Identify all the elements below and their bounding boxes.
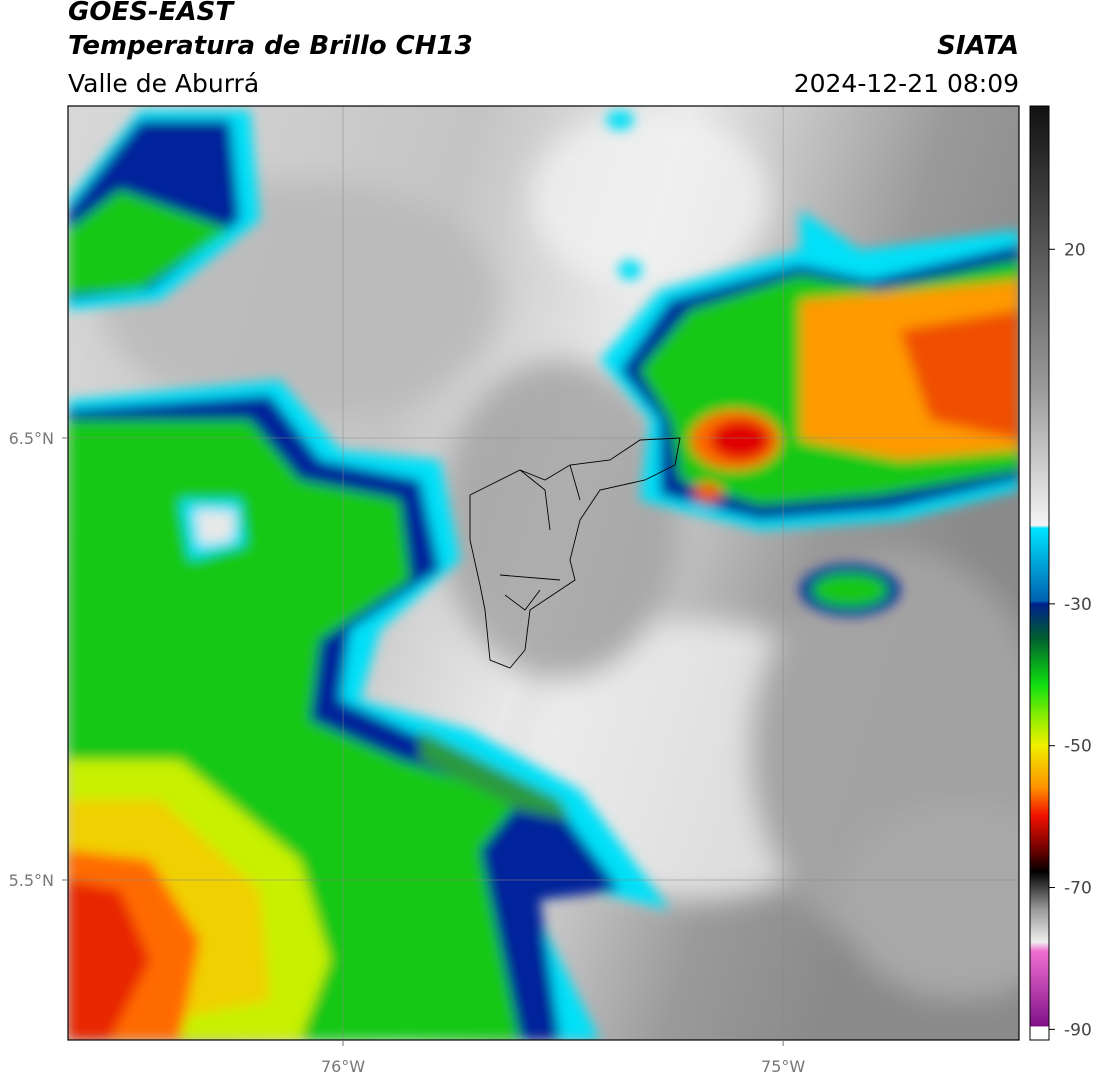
map-frame [67, 105, 1020, 1041]
datetime: 2024-12-21 08:09 [794, 69, 1019, 98]
colorbar [1029, 105, 1050, 1041]
source: SIATA [937, 31, 1019, 61]
subtitle: Temperatura de Brillo CH13 [68, 31, 473, 61]
x-tick-label: 75°W [761, 1057, 805, 1076]
x-tick-label: 76°W [321, 1057, 365, 1076]
region: Valle de Aburrá [68, 69, 259, 98]
colorbar-tick-label: -50 [1064, 737, 1092, 757]
grid [68, 106, 1019, 1040]
colorbar-tick-label: -70 [1064, 879, 1092, 899]
colorbar-tick-label: -90 [1064, 1020, 1092, 1040]
title: GOES-EAST [68, 0, 235, 27]
y-tick-label: 5.5°N [9, 871, 54, 890]
colorbar-tick-label: 20 [1064, 240, 1086, 260]
colorbar-tick-label: -30 [1064, 595, 1092, 615]
satellite-image [68, 106, 1019, 1040]
municipal-boundaries [469, 437, 681, 669]
y-tick-label: 6.5°N [9, 429, 54, 448]
